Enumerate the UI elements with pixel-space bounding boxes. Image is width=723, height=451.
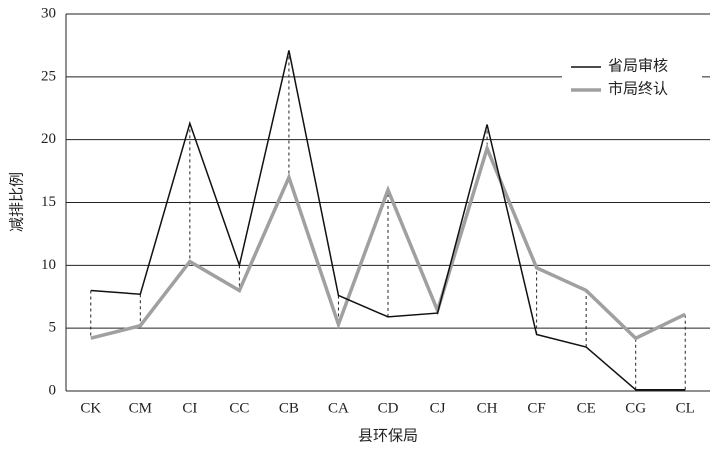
x-axis-label: 县环保局 (358, 427, 418, 444)
x-tick-label: CB (279, 400, 299, 416)
legend-label: 省局审核 (608, 57, 668, 74)
x-tick-label: CG (625, 400, 646, 416)
y-tick-label: 5 (49, 320, 57, 336)
y-tick-label: 10 (41, 257, 56, 273)
y-tick-label: 15 (41, 194, 56, 210)
legend-background (562, 52, 702, 106)
x-tick-label: CJ (430, 400, 446, 416)
y-tick-label: 20 (41, 131, 56, 147)
x-tick-label: CD (378, 400, 399, 416)
y-axis-label: 减排比例 (8, 172, 25, 232)
x-tick-label: CI (182, 400, 197, 416)
x-tick-label: CH (477, 400, 498, 416)
legend-label: 市局终认 (608, 80, 668, 97)
x-tick-label: CK (80, 400, 101, 416)
x-tick-label: CC (229, 400, 249, 416)
x-tick-label: CE (577, 400, 596, 416)
series-line (90, 50, 686, 391)
x-tick-label: CF (527, 400, 545, 416)
y-tick-label: 0 (49, 382, 57, 398)
y-tick-label: 30 (41, 5, 56, 21)
x-tick-label: CM (129, 400, 152, 416)
y-tick-label: 25 (41, 68, 56, 84)
x-tick-label: CL (676, 400, 695, 416)
x-tick-label: CA (328, 400, 349, 416)
series-line (90, 143, 686, 341)
